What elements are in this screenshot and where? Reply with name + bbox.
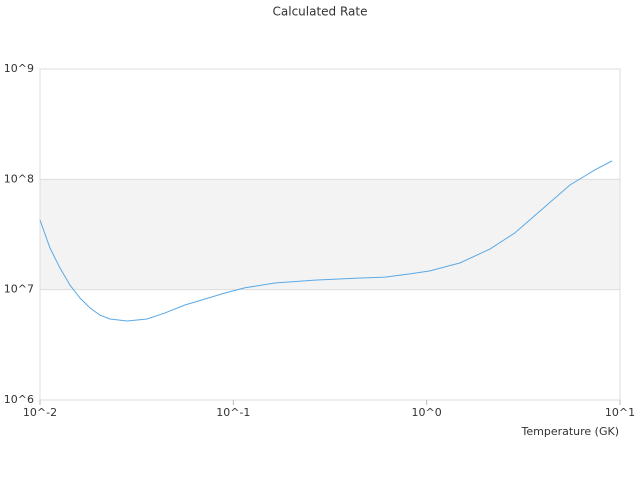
y-tick-label: 10^6 [4,393,34,406]
plot-band [40,179,620,290]
plot-border [39,68,621,401]
y-tick-label: 10^9 [4,62,34,75]
y-tick-label: 10^7 [4,283,34,296]
chart-title: Calculated Rate [273,5,368,19]
data-line [39,160,613,322]
y-tick-label: 10^8 [4,172,34,185]
x-axis-label: Temperature (GK) [521,425,620,438]
x-tick-label: 10^-2 [23,406,57,419]
x-tick-label: 10^0 [412,406,442,419]
x-tick-label: 10^1 [605,406,635,419]
x-tick-label: 10^-1 [216,406,250,419]
